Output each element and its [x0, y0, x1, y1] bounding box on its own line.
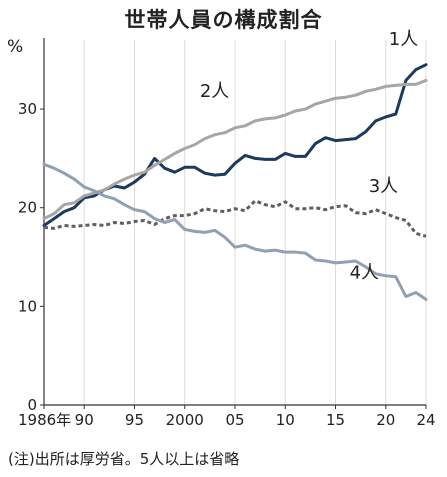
axes — [40, 38, 427, 409]
x-tick-label-2000: 2000 — [166, 411, 204, 429]
series-line-3 — [43, 199, 427, 238]
x-tick-label-95: 95 — [125, 411, 144, 429]
series-label-4: 4人 — [350, 263, 379, 284]
series-labels: 1人 2人 3人 4人 — [200, 29, 418, 284]
x-tick-label-10: 10 — [276, 411, 295, 429]
series-label-2: 2人 — [200, 81, 229, 102]
series-line-4 — [42, 162, 428, 301]
footnote: (注)出所は厚労省。5人以上は省略 — [8, 450, 240, 468]
series-line-2 — [42, 78, 428, 221]
x-tick-label-20: 20 — [376, 411, 395, 429]
y-tick-label-0: 0 — [27, 396, 37, 414]
series-label-3: 3人 — [369, 176, 398, 197]
x-tick-label-1986年: 1986年 — [18, 411, 71, 429]
series-lines — [42, 63, 428, 301]
y-tick-label-20: 20 — [18, 199, 37, 217]
x-tick-label-90: 90 — [75, 411, 94, 429]
y-axis-unit: % — [7, 37, 24, 57]
series-label-1: 1人 — [389, 29, 418, 50]
y-tick-label-10: 10 — [18, 297, 37, 315]
chart-title: 世帯人員の構成割合 — [124, 8, 323, 32]
x-tick-label-15: 15 — [326, 411, 345, 429]
y-tick-label-30: 30 — [18, 100, 37, 118]
tick-labels: 0 10 20 30 1986年 90 95 2000 05 10 15 20 24 — [18, 100, 436, 429]
x-tick-label-05: 05 — [225, 411, 244, 429]
x-tick-label-24: 24 — [416, 411, 435, 429]
